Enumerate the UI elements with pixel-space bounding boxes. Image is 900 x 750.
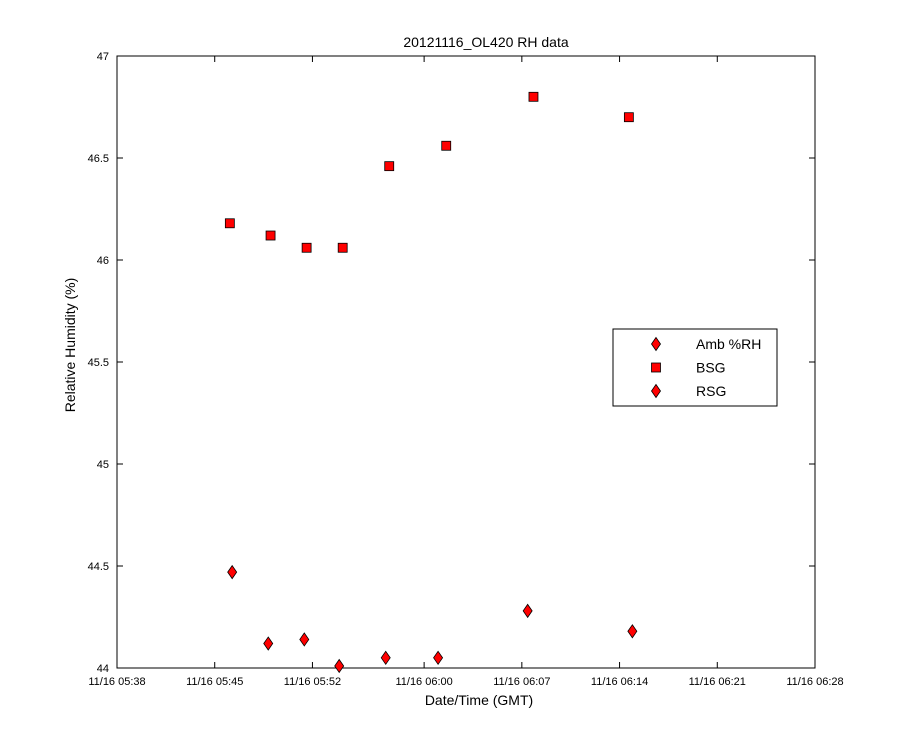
bsg-point — [623, 112, 634, 123]
axis-ticks: 11/16 05:38 11/16 05:45 11/16 05:52 11/16 0… — [88, 51, 844, 688]
x-tick-label: 11/16 06:07 — [493, 676, 550, 688]
x-tick-label: 11/16 06:00 — [395, 676, 452, 688]
legend-marker-rsg — [651, 383, 661, 399]
y-tick-label: 45 — [97, 459, 109, 471]
x-tick-label: 11/16 05:38 — [88, 676, 145, 688]
legend-marker-bsg — [651, 362, 661, 373]
y-axis-title: Relative Humidity (%) — [62, 278, 78, 413]
legend-marker-amb-rh — [651, 336, 661, 352]
y-tick-label: 46.5 — [88, 153, 109, 165]
x-tick-label: 11/16 06:21 — [689, 676, 746, 688]
x-tick-label: 11/16 06:28 — [786, 676, 843, 688]
rsg-point — [263, 636, 274, 651]
y-tick-label: 45.5 — [88, 357, 109, 369]
x-tick-label: 11/16 05:45 — [186, 676, 243, 688]
x-tick-label: 11/16 06:14 — [591, 676, 648, 688]
bsg-point — [441, 140, 452, 151]
bsg-point — [384, 161, 395, 172]
rsg-point — [522, 603, 533, 619]
rsg-point — [433, 650, 444, 666]
bsg-point — [265, 230, 276, 241]
rsg-point — [227, 564, 238, 580]
bsg-point — [528, 91, 539, 102]
y-tick-label: 47 — [97, 51, 109, 63]
data-marks — [224, 91, 638, 674]
y-tick-label: 44 — [97, 663, 109, 675]
bsg-point — [337, 242, 348, 253]
chart-title: 20121116_OL420 RH data — [403, 34, 568, 50]
bsg-point — [224, 218, 235, 229]
legend-label-amb-rh: Amb %RH — [696, 336, 761, 352]
legend: Amb %RH BSG RSG — [612, 328, 778, 407]
legend-label-bsg: BSG — [696, 360, 726, 376]
bsg-point — [301, 242, 312, 253]
y-tick-label: 46 — [97, 255, 109, 267]
x-axis-title: Date/Time (GMT) — [425, 692, 533, 708]
x-tick-label: 11/16 05:52 — [284, 676, 341, 688]
legend-box — [612, 328, 778, 407]
legend-label-rsg: RSG — [696, 383, 726, 399]
rsg-point — [299, 632, 310, 647]
rsg-point — [627, 624, 638, 639]
rsg-point — [380, 650, 391, 666]
y-tick-label: 44.5 — [88, 561, 109, 573]
rsg-point — [334, 658, 345, 674]
